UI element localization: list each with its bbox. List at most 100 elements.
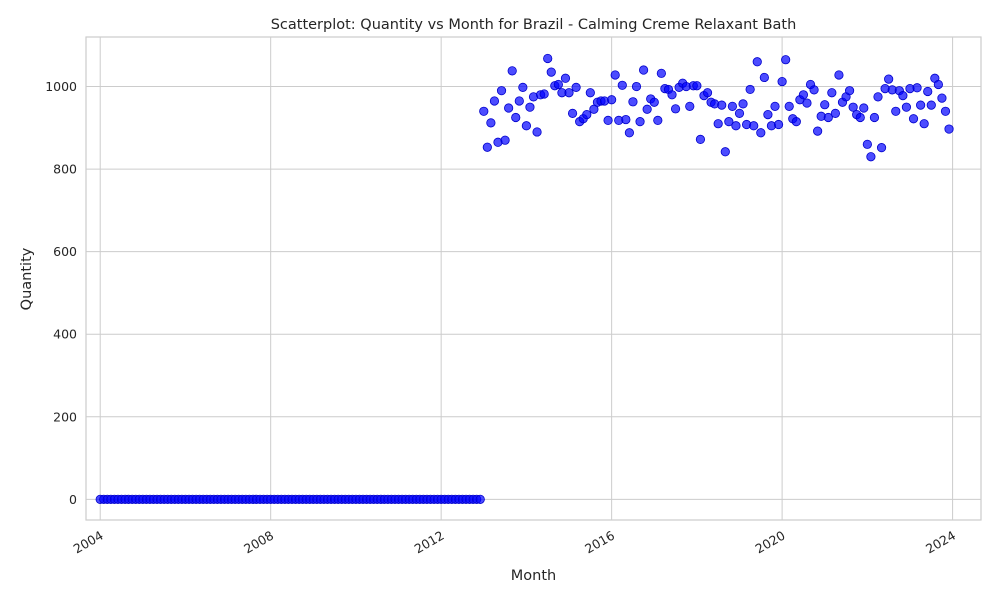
data-point: [869, 112, 880, 123]
y-tick-labels: 0 200 400 600 800 1000: [45, 79, 77, 507]
x-tick-label: 2008: [241, 528, 276, 557]
data-point: [479, 106, 489, 116]
data-point: [944, 124, 954, 134]
data-point: [901, 102, 912, 112]
y-tick-label: 600: [53, 244, 77, 259]
data-point: [649, 97, 659, 107]
y-tick-label: 0: [69, 492, 77, 507]
data-point: [734, 108, 745, 118]
data-point: [916, 100, 926, 110]
data-point: [507, 66, 517, 76]
y-tick-label: 400: [53, 327, 77, 342]
data-point: [670, 104, 681, 114]
data-point: [749, 121, 759, 131]
data-point: [898, 91, 908, 101]
data-point: [685, 101, 695, 111]
data-point: [834, 70, 844, 80]
x-tick-label: 2004: [71, 528, 106, 557]
data-point: [912, 83, 922, 93]
x-tick-label: 2020: [753, 528, 788, 557]
data-point: [720, 147, 730, 157]
data-point: [631, 81, 642, 92]
x-tick-label: 2016: [582, 528, 617, 557]
data-point: [642, 104, 652, 114]
data-point: [745, 84, 755, 95]
data-point: [781, 55, 791, 65]
data-point: [773, 119, 784, 130]
data-point: [638, 65, 649, 75]
data-point: [823, 112, 833, 123]
data-point: [713, 119, 723, 129]
chart-title: Scatterplot: Quantity vs Month for Brazi…: [271, 17, 797, 33]
data-point: [866, 152, 876, 162]
x-tick-label: 2024: [923, 528, 958, 557]
data-point: [752, 57, 762, 67]
data-point: [702, 88, 713, 98]
data-point: [884, 74, 894, 84]
data-point: [855, 112, 865, 123]
data-point: [504, 103, 514, 113]
data-point: [514, 96, 524, 106]
data-point: [511, 112, 521, 123]
data-point: [539, 89, 549, 99]
data-point: [653, 115, 663, 125]
data-point: [564, 88, 574, 98]
data-point: [933, 79, 943, 90]
data-point: [624, 128, 634, 138]
data-point: [738, 99, 748, 109]
data-point: [791, 117, 801, 127]
data-point: [820, 100, 830, 110]
data-point: [571, 82, 581, 92]
data-point: [567, 108, 578, 118]
data-point: [940, 106, 951, 116]
data-point: [844, 86, 855, 96]
y-axis-label: Quantity: [19, 247, 35, 310]
y-tick-label: 200: [53, 409, 77, 424]
data-point: [813, 126, 823, 136]
y-tick-label: 800: [53, 162, 77, 177]
data-point: [770, 101, 780, 111]
data-point: [603, 115, 613, 125]
data-point: [798, 90, 809, 100]
data-point: [809, 85, 819, 95]
data-point: [873, 92, 883, 102]
data-point: [475, 494, 485, 504]
data-point: [482, 142, 492, 152]
data-point: [617, 80, 627, 90]
y-tick-label: 1000: [45, 79, 77, 94]
data-point: [891, 106, 901, 116]
data-point: [923, 86, 933, 97]
data-points: [95, 53, 954, 504]
data-point: [848, 102, 858, 112]
x-tick-labels: 2004 2008 2012 2016 2020 2024: [71, 528, 958, 557]
data-point: [731, 121, 741, 131]
data-point: [610, 70, 620, 80]
data-point: [500, 135, 510, 145]
data-point: [727, 101, 737, 111]
data-point: [827, 88, 837, 98]
data-point: [489, 96, 500, 106]
data-point: [582, 110, 592, 120]
x-tick-label: 2012: [412, 528, 447, 557]
data-point: [763, 110, 773, 120]
data-point: [525, 102, 535, 112]
data-point: [717, 100, 727, 110]
data-point: [724, 117, 734, 127]
data-point: [926, 100, 936, 110]
data-point: [784, 101, 794, 111]
data-point: [621, 114, 631, 125]
data-point: [876, 143, 887, 153]
data-point: [486, 118, 496, 128]
plot-frame: [85, 36, 982, 521]
data-point: [496, 86, 507, 96]
data-point: [521, 121, 531, 131]
data-point: [560, 73, 571, 83]
data-point: [759, 72, 769, 83]
data-point: [607, 95, 617, 105]
data-point: [543, 53, 553, 64]
data-point: [692, 81, 702, 91]
data-point: [756, 128, 766, 138]
data-point: [635, 117, 645, 127]
data-point: [859, 103, 869, 113]
